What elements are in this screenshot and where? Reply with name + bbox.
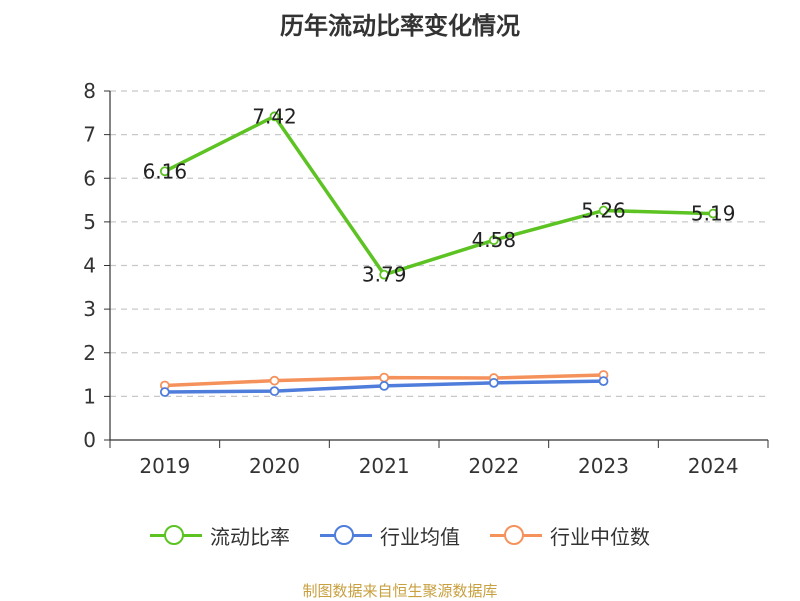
chart-title: 历年流动比率变化情况 <box>280 12 520 40</box>
data-point <box>159 166 170 177</box>
legend-swatch-icon <box>150 520 202 550</box>
legend-item[interactable]: 流动比率 <box>150 520 290 550</box>
x-tick-label: 2020 <box>249 454 300 478</box>
data-point <box>379 381 390 391</box>
y-tick-label: 4 <box>83 254 96 278</box>
data-point <box>488 377 499 388</box>
legend-label: 行业中位数 <box>550 524 650 549</box>
data-point <box>269 111 280 122</box>
legend: 流动比率 行业均值 行业中位数 <box>0 520 800 550</box>
data-label: 4.58 <box>472 228 517 252</box>
y-tick-label: 5 <box>83 210 96 234</box>
data-point <box>159 387 170 397</box>
x-tick-label: 2023 <box>578 454 629 478</box>
data-point <box>488 235 499 246</box>
x-tick-label: 2019 <box>139 454 190 478</box>
y-tick-label: 7 <box>83 123 96 147</box>
data-label: 5.19 <box>691 202 736 226</box>
y-tick-label: 1 <box>83 384 96 408</box>
data-label: 5.26 <box>581 199 626 223</box>
data-point <box>598 376 609 387</box>
legend-item[interactable]: 行业中位数 <box>490 520 650 550</box>
legend-label: 行业均值 <box>380 524 460 549</box>
data-label: 3.79 <box>362 263 407 287</box>
source-note: 制图数据来自恒生聚源数据库 <box>302 582 498 600</box>
legend-swatch-icon <box>320 520 372 550</box>
data-label: 6.16 <box>143 159 188 183</box>
series-line <box>164 114 714 277</box>
data-point <box>379 269 390 280</box>
data-point <box>708 208 719 219</box>
x-tick-label: 2024 <box>688 454 739 478</box>
y-tick-label: 0 <box>83 428 96 452</box>
y-tick-label: 3 <box>83 297 96 321</box>
x-tick-label: 2022 <box>468 454 519 478</box>
legend-item[interactable]: 行业均值 <box>320 520 460 550</box>
data-point <box>379 372 390 383</box>
y-tick-label: 2 <box>83 341 96 365</box>
legend-swatch-icon <box>490 520 542 550</box>
data-label: 7.42 <box>252 104 297 128</box>
x-tick-label: 2021 <box>359 454 410 478</box>
y-tick-label: 6 <box>83 166 96 190</box>
data-point <box>269 386 280 397</box>
y-tick-label: 8 <box>83 79 96 103</box>
data-point <box>598 205 609 216</box>
legend-label: 流动比率 <box>210 524 290 549</box>
data-point <box>269 375 280 386</box>
